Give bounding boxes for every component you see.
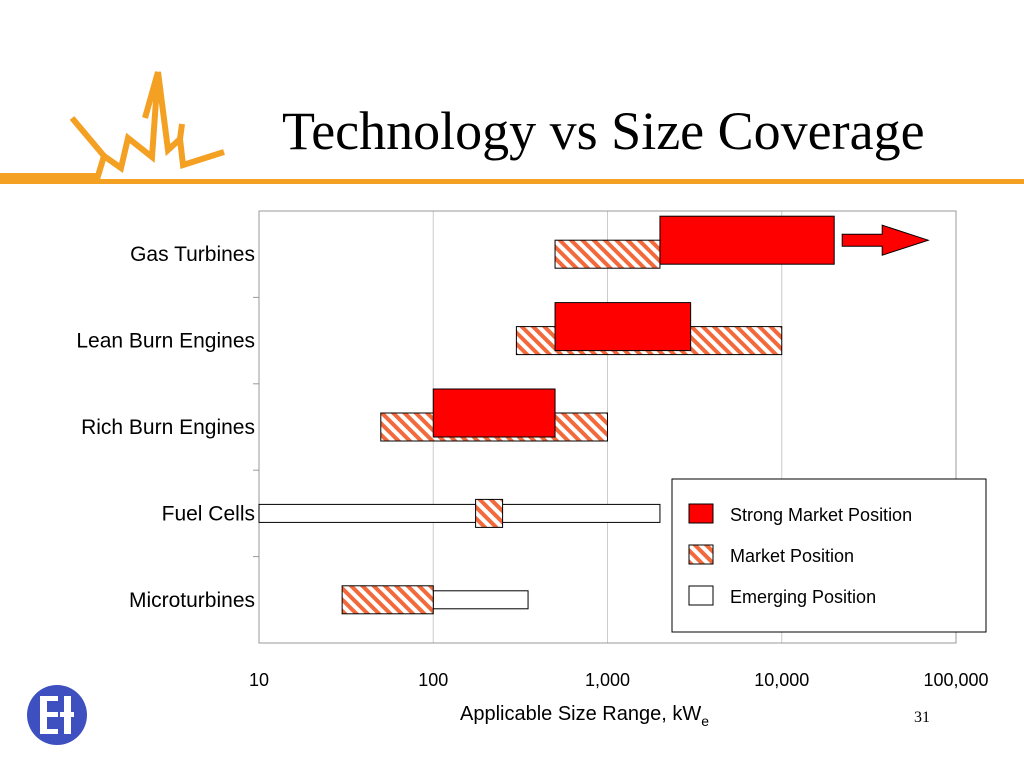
category-ticks (253, 296, 259, 558)
bar-strong (432, 388, 556, 438)
category-label: Lean Burn Engines (76, 330, 255, 353)
legend-label: Market Position (730, 546, 854, 566)
page-title: Technology vs Size Coverage (282, 101, 925, 161)
bar-market (475, 498, 504, 528)
x-tick-label: 100,000 (923, 670, 988, 690)
bars (258, 215, 930, 615)
category-label: Microturbines (129, 589, 255, 612)
header-rule (0, 179, 1024, 184)
legend-label: Strong Market Position (730, 505, 912, 525)
bar-strong (554, 302, 692, 352)
x-axis-title: Applicable Size Range, kWe (460, 703, 709, 729)
x-tick-labels: 10 100 1,000 10,000 100,000 (249, 670, 989, 690)
extends-right-arrow-icon (841, 224, 930, 256)
legend-swatch-market (688, 544, 714, 565)
bar-market (554, 239, 661, 269)
category-label: Rich Burn Engines (81, 416, 255, 439)
x-tick-label: 1,000 (585, 670, 630, 690)
category-label: Fuel Cells (162, 502, 255, 525)
bar-emerging (258, 503, 661, 523)
category-labels: Gas Turbines Lean Burn Engines Rich Burn E… (76, 243, 255, 612)
starburst-logo-icon (0, 71, 225, 179)
plot-area (258, 210, 957, 644)
legend-box (671, 478, 987, 633)
legend-label: Emerging Position (730, 587, 876, 607)
organization-logo-icon (27, 685, 87, 745)
legend-swatch-emerging (688, 585, 714, 606)
slide-number: 31 (914, 709, 930, 726)
bar-market (341, 585, 434, 615)
legend-swatch-strong (688, 503, 714, 524)
x-tick-label: 10 (249, 670, 269, 690)
category-label: Gas Turbines (130, 243, 255, 266)
bar-emerging (432, 590, 529, 610)
x-tick-label: 100 (418, 670, 448, 690)
x-tick-label: 10,000 (754, 670, 809, 690)
bar-strong (659, 215, 835, 265)
legend: Strong Market Position Market Position Eme… (671, 478, 987, 633)
